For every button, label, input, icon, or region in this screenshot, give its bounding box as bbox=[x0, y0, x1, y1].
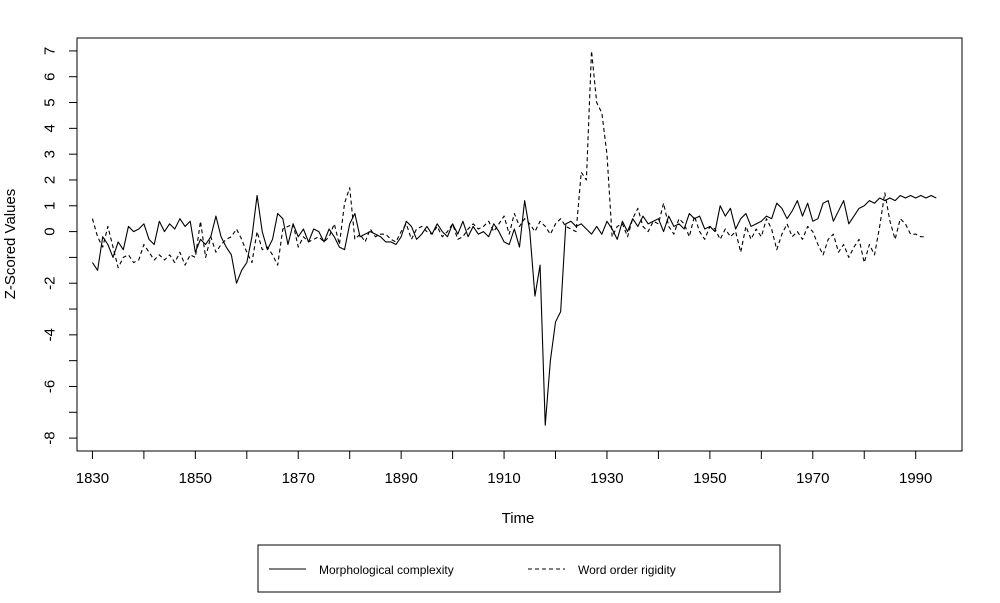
legend-box bbox=[257, 544, 781, 593]
y-tick-label: 0 bbox=[42, 227, 59, 235]
legend: Morphological complexity Word order rigi… bbox=[257, 544, 781, 593]
x-tick-label: 1830 bbox=[76, 470, 109, 487]
x-axis: 1830 1850 1870 1890 1910 1930 1950 1970 1990 bbox=[76, 451, 932, 487]
x-axis-title: Time bbox=[502, 510, 535, 527]
y-tick-label: 1 bbox=[42, 202, 59, 210]
y-tick-label: 2 bbox=[42, 176, 59, 184]
y-tick-label: -2 bbox=[42, 277, 59, 290]
y-tick-label: 5 bbox=[42, 98, 59, 106]
y-tick-label: -8 bbox=[42, 431, 59, 444]
x-tick-label: 1850 bbox=[179, 470, 212, 487]
x-tick-label: 1910 bbox=[487, 470, 520, 487]
y-axis-title: Z-Scored Values bbox=[2, 189, 19, 300]
series-line-word-order-rigidity bbox=[91, 50, 926, 269]
y-tick-label: 7 bbox=[42, 47, 59, 55]
y-axis: -8 -6 -4 -2 0 1 2 3 4 5 6 7 bbox=[42, 47, 77, 445]
y-tick-label: -4 bbox=[42, 328, 59, 341]
series-layer bbox=[91, 50, 937, 426]
x-tick-label: 1950 bbox=[693, 470, 726, 487]
x-tick-label: 1930 bbox=[590, 470, 623, 487]
x-tick-label: 1890 bbox=[384, 470, 417, 487]
plot-frame bbox=[76, 37, 963, 452]
x-tick-label: 1990 bbox=[899, 470, 932, 487]
series-line-morphological-complexity bbox=[91, 194, 937, 426]
y-tick-label: -6 bbox=[42, 380, 59, 393]
x-tick-label: 1870 bbox=[282, 470, 315, 487]
legend-label-word-order-rigidity: Word order rigidity bbox=[578, 563, 676, 577]
legend-label-morphological-complexity: Morphological complexity bbox=[319, 563, 454, 577]
x-tick-label: 1970 bbox=[796, 470, 829, 487]
y-tick-label: 3 bbox=[42, 150, 59, 158]
y-tick-label: 4 bbox=[42, 124, 59, 132]
y-tick-label: 6 bbox=[42, 73, 59, 81]
